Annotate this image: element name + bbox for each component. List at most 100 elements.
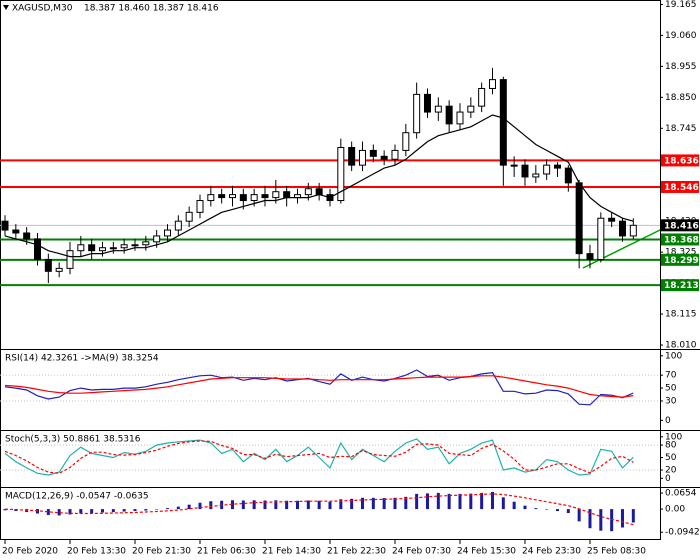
histogram-bar xyxy=(534,508,538,510)
y-tick-label: 19.165 xyxy=(665,0,697,10)
histogram-bar xyxy=(566,509,570,514)
histogram-bar xyxy=(393,497,397,510)
histogram-bar xyxy=(425,493,429,510)
candle-body xyxy=(153,235,161,243)
x-tick-label: 21 Feb 06:30 xyxy=(197,547,256,557)
level-label: 18.213 xyxy=(664,281,699,291)
candle-body xyxy=(131,244,139,247)
candle-body xyxy=(608,217,616,222)
level-label: 18.636 xyxy=(664,156,699,166)
histogram-bar xyxy=(155,509,159,510)
candle-body xyxy=(553,164,561,169)
histogram-bar xyxy=(306,500,310,510)
histogram-bar xyxy=(176,506,180,510)
x-tick-label: 21 Feb 22:30 xyxy=(327,547,386,557)
y-tick-label: 100 xyxy=(665,432,682,442)
candle-body xyxy=(207,194,215,202)
histogram-bar xyxy=(90,509,94,514)
plot-frame xyxy=(0,0,661,540)
candle-body xyxy=(1,220,9,231)
candle-body xyxy=(109,247,117,250)
y-tick-label: -0.0942 xyxy=(665,528,700,538)
histogram-bar xyxy=(610,509,614,532)
histogram-bar xyxy=(252,500,256,510)
candle-body xyxy=(272,191,280,199)
series-line xyxy=(4,438,634,476)
candle-body xyxy=(218,194,226,199)
y-tick-label: 0.0654 xyxy=(665,489,697,499)
trendline xyxy=(582,229,661,269)
histogram-bar xyxy=(122,509,126,512)
y-tick-label: 18.850 xyxy=(665,93,697,103)
candle-body xyxy=(521,164,529,178)
y-tick-label: 18.325 xyxy=(665,248,697,258)
candle-body xyxy=(315,188,323,196)
histogram-bar xyxy=(187,504,191,510)
level-label: 18.368 xyxy=(664,235,699,245)
histogram-bar xyxy=(79,509,83,514)
candle-body xyxy=(478,87,486,107)
histogram-bar xyxy=(588,509,592,529)
y-tick-label: 18.955 xyxy=(665,62,697,72)
histogram-bar xyxy=(415,493,419,510)
candle-body xyxy=(261,194,269,199)
histogram-bar xyxy=(382,498,386,510)
candle-body xyxy=(380,155,388,160)
histogram-bar xyxy=(46,509,50,515)
candle-body xyxy=(12,229,20,234)
candle-body xyxy=(543,164,551,175)
candle-body xyxy=(575,182,583,255)
histogram-bar xyxy=(241,500,245,510)
x-tick-label: 20 Feb 13:30 xyxy=(67,547,126,557)
histogram-bar xyxy=(523,505,527,510)
y-tick-label: 70 xyxy=(665,371,677,381)
x-tick-label: 24 Feb 07:30 xyxy=(392,547,451,557)
candle-body xyxy=(337,146,345,202)
candle-body xyxy=(499,79,507,166)
histogram-bar xyxy=(458,493,462,510)
level-label: 18.416 xyxy=(664,221,699,231)
candle-body xyxy=(586,253,594,261)
histogram-bar xyxy=(371,497,375,510)
histogram-bar xyxy=(274,500,278,510)
histogram-bar xyxy=(350,498,354,510)
candle-body xyxy=(77,244,85,252)
candle-body xyxy=(402,132,410,151)
series-line xyxy=(4,369,634,406)
y-tick-label: 30 xyxy=(665,396,677,406)
candle-body xyxy=(434,105,442,113)
histogram-bar xyxy=(68,509,72,515)
candle-body xyxy=(250,194,258,202)
x-tick-label: 24 Feb 15:30 xyxy=(457,547,516,557)
histogram-bar xyxy=(620,509,624,528)
chart-subtitle: 18.387 18.460 18.387 18.416 xyxy=(84,4,219,14)
y-tick-label: 18.010 xyxy=(665,341,697,351)
candle-body xyxy=(423,93,431,113)
y-tick-label: 0.00 xyxy=(665,505,685,515)
candle-body xyxy=(456,111,464,125)
y-tick-label: 100 xyxy=(665,351,682,361)
histogram-bar xyxy=(512,501,516,510)
level-label-box xyxy=(661,180,699,193)
level-label: 18.546 xyxy=(664,183,699,193)
y-tick-label: 18.115 xyxy=(665,310,697,320)
level-label-box xyxy=(661,154,699,167)
level-label-box xyxy=(661,253,699,266)
histogram-bar xyxy=(480,492,484,510)
candle-body xyxy=(55,267,63,272)
y-tick-label: 19.060 xyxy=(665,31,697,41)
y-tick-label: 80 xyxy=(665,441,677,451)
y-tick-label: 20 xyxy=(665,465,677,475)
candle-body xyxy=(163,229,171,237)
candle-body xyxy=(597,217,605,261)
symbol-marker xyxy=(3,5,9,10)
candle-body xyxy=(369,149,377,157)
candle-body xyxy=(467,105,475,113)
y-tick-label: 0 xyxy=(665,474,671,484)
series-line xyxy=(4,440,634,474)
histogram-bar xyxy=(469,493,473,510)
histogram-bar xyxy=(577,509,581,522)
histogram-bar xyxy=(100,509,104,513)
candle-body xyxy=(618,220,626,237)
histogram-bar xyxy=(631,509,635,523)
